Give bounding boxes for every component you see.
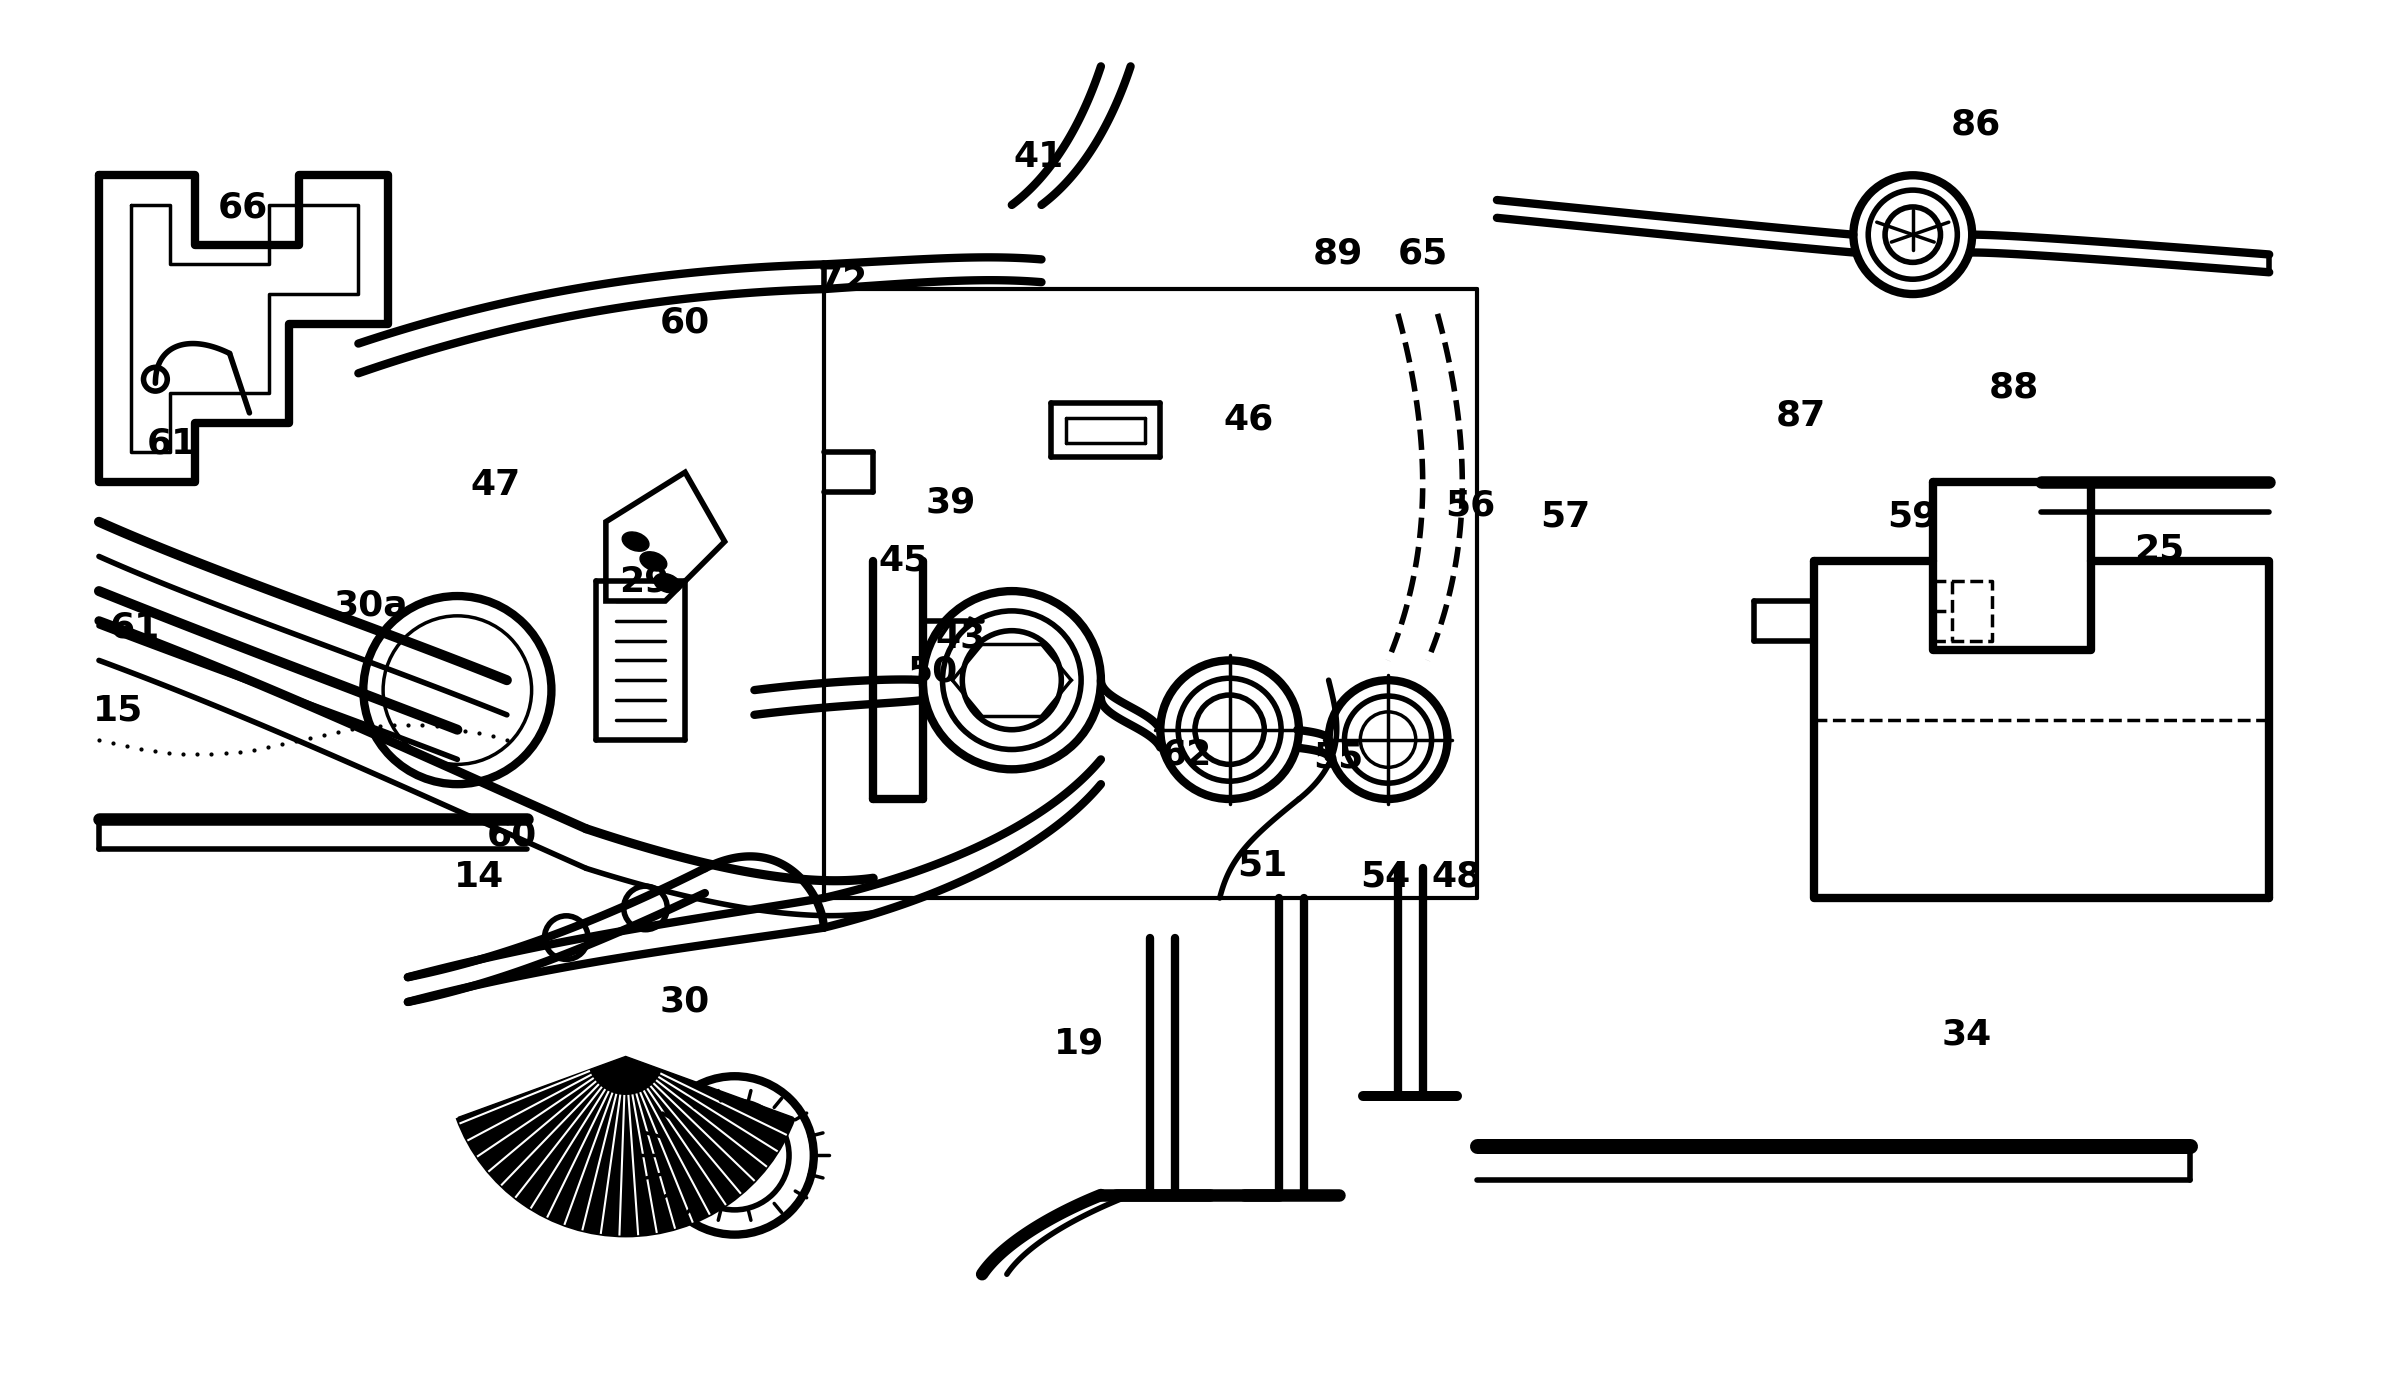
Ellipse shape [653, 574, 682, 593]
Text: 60: 60 [486, 818, 536, 852]
Text: 50: 50 [908, 655, 958, 688]
Text: 46: 46 [1223, 403, 1273, 436]
Text: 65: 65 [1397, 236, 1449, 270]
Text: 61: 61 [110, 610, 160, 645]
Text: 47: 47 [470, 467, 520, 502]
Text: 86: 86 [1950, 108, 2000, 141]
Text: 30: 30 [660, 985, 710, 1018]
Text: 48: 48 [1430, 860, 1480, 894]
Text: 39: 39 [925, 485, 977, 520]
Text: 89: 89 [1314, 236, 1364, 270]
Ellipse shape [622, 532, 648, 551]
Text: 41: 41 [1013, 140, 1063, 173]
Text: 72: 72 [818, 264, 868, 298]
Text: 51: 51 [1237, 849, 1287, 883]
Text: 45: 45 [880, 544, 930, 578]
Text: 54: 54 [1361, 860, 1411, 894]
Wedge shape [458, 1056, 794, 1235]
Text: 59: 59 [1886, 499, 1938, 533]
Text: 62: 62 [1161, 737, 1213, 772]
Text: 43: 43 [935, 620, 987, 655]
Text: 15: 15 [93, 694, 143, 727]
Text: 29: 29 [620, 565, 670, 599]
Text: 55: 55 [1314, 740, 1364, 775]
Text: 87: 87 [1776, 399, 1826, 432]
Text: 25: 25 [2134, 533, 2184, 567]
Text: 66: 66 [217, 190, 269, 225]
Text: 34: 34 [1941, 1017, 1991, 1052]
Text: 56: 56 [1445, 488, 1495, 523]
Text: 60: 60 [660, 306, 710, 340]
Text: 30a: 30a [334, 589, 408, 623]
Text: 88: 88 [1988, 371, 2038, 404]
Text: 61: 61 [148, 427, 198, 460]
Polygon shape [606, 473, 725, 602]
Text: 57: 57 [1540, 499, 1590, 533]
Text: 14: 14 [453, 860, 505, 894]
Text: 19: 19 [1054, 1025, 1104, 1060]
Ellipse shape [639, 551, 668, 571]
